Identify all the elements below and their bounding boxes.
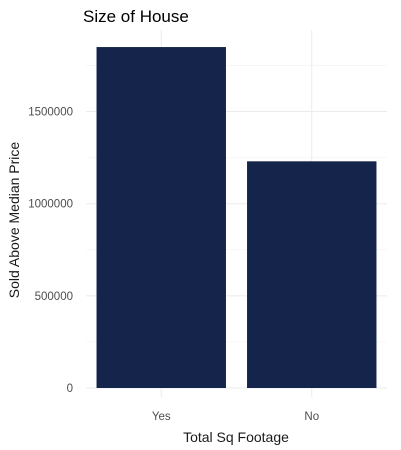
bars [97, 47, 377, 388]
y-tick-label: 1000000 [28, 199, 73, 211]
y-axis-ticks: 0 500000 1000000 1500000 [28, 107, 73, 395]
x-axis-ticks: Yes No [152, 411, 319, 423]
y-tick-label: 0 [67, 383, 73, 395]
x-tick-label: Yes [152, 411, 171, 423]
y-tick-label: 500000 [35, 291, 73, 303]
x-tick-label: No [304, 411, 319, 423]
x-axis-title: Total Sq Footage [183, 429, 289, 445]
bar-yes [97, 47, 226, 388]
chart-title: Size of House [83, 7, 189, 26]
y-axis-title: Sold Above Median Price [6, 142, 22, 299]
y-tick-label: 1500000 [28, 107, 73, 119]
bar-no [247, 161, 376, 388]
